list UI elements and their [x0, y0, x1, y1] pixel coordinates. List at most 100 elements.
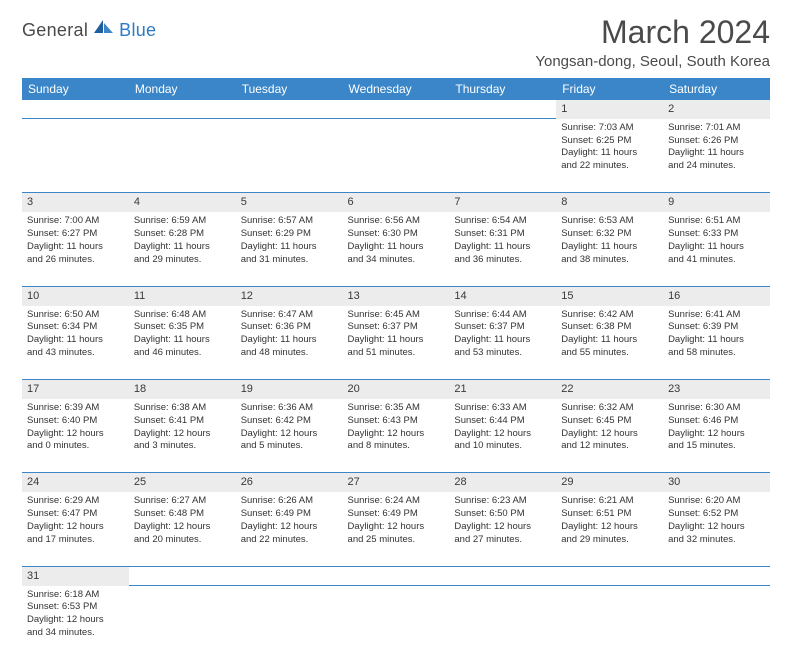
daylight-text: and 32 minutes. — [668, 534, 765, 547]
day-cell: Sunrise: 6:38 AMSunset: 6:41 PMDaylight:… — [129, 399, 236, 473]
day-number-cell: 20 — [343, 380, 450, 399]
day-number-cell: 22 — [556, 380, 663, 399]
page-header: General Blue March 2024 Yongsan-dong, Se… — [22, 14, 770, 70]
day-cell: Sunrise: 6:59 AMSunset: 6:28 PMDaylight:… — [129, 212, 236, 286]
sunrise-text: Sunrise: 6:36 AM — [241, 402, 338, 415]
sunset-text: Sunset: 6:40 PM — [27, 415, 124, 428]
sunset-text: Sunset: 6:46 PM — [668, 415, 765, 428]
daylight-text: Daylight: 12 hours — [27, 428, 124, 441]
title-block: March 2024 Yongsan-dong, Seoul, South Ko… — [535, 14, 770, 70]
sunrise-text: Sunrise: 6:21 AM — [561, 495, 658, 508]
daynum-row: 31 — [22, 566, 770, 585]
daylight-text: Daylight: 11 hours — [241, 334, 338, 347]
sunset-text: Sunset: 6:34 PM — [27, 321, 124, 334]
day-number-cell: 11 — [129, 286, 236, 305]
day-number-cell: 1 — [556, 100, 663, 119]
daylight-text: and 55 minutes. — [561, 347, 658, 360]
sunset-text: Sunset: 6:52 PM — [668, 508, 765, 521]
daylight-text: Daylight: 12 hours — [454, 428, 551, 441]
sunrise-text: Sunrise: 6:50 AM — [27, 309, 124, 322]
day-number-cell: 21 — [449, 380, 556, 399]
day-cell: Sunrise: 6:41 AMSunset: 6:39 PMDaylight:… — [663, 306, 770, 380]
day-number-cell — [556, 566, 663, 585]
daynum-row: 17181920212223 — [22, 380, 770, 399]
day-number-cell: 31 — [22, 566, 129, 585]
day-cell — [449, 119, 556, 193]
day-number-cell — [449, 100, 556, 119]
daylight-text: and 0 minutes. — [27, 440, 124, 453]
day-number-cell: 2 — [663, 100, 770, 119]
week-row: Sunrise: 6:39 AMSunset: 6:40 PMDaylight:… — [22, 399, 770, 473]
sunset-text: Sunset: 6:30 PM — [348, 228, 445, 241]
sunrise-text: Sunrise: 6:32 AM — [561, 402, 658, 415]
weekday-header: Sunday — [22, 78, 129, 100]
sunset-text: Sunset: 6:48 PM — [134, 508, 231, 521]
sunrise-text: Sunrise: 6:20 AM — [668, 495, 765, 508]
daylight-text: Daylight: 11 hours — [668, 241, 765, 254]
day-cell: Sunrise: 6:30 AMSunset: 6:46 PMDaylight:… — [663, 399, 770, 473]
sunset-text: Sunset: 6:41 PM — [134, 415, 231, 428]
day-cell: Sunrise: 6:53 AMSunset: 6:32 PMDaylight:… — [556, 212, 663, 286]
sunrise-text: Sunrise: 6:48 AM — [134, 309, 231, 322]
sunrise-text: Sunrise: 6:30 AM — [668, 402, 765, 415]
day-number-cell: 10 — [22, 286, 129, 305]
weekday-header: Saturday — [663, 78, 770, 100]
day-cell: Sunrise: 6:26 AMSunset: 6:49 PMDaylight:… — [236, 492, 343, 566]
daylight-text: Daylight: 11 hours — [561, 147, 658, 160]
sunrise-text: Sunrise: 6:41 AM — [668, 309, 765, 322]
sunrise-text: Sunrise: 6:59 AM — [134, 215, 231, 228]
day-cell: Sunrise: 7:01 AMSunset: 6:26 PMDaylight:… — [663, 119, 770, 193]
day-cell: Sunrise: 6:29 AMSunset: 6:47 PMDaylight:… — [22, 492, 129, 566]
day-number-cell — [22, 100, 129, 119]
sunset-text: Sunset: 6:29 PM — [241, 228, 338, 241]
daylight-text: Daylight: 12 hours — [454, 521, 551, 534]
day-cell: Sunrise: 6:32 AMSunset: 6:45 PMDaylight:… — [556, 399, 663, 473]
day-cell — [236, 586, 343, 660]
day-number-cell: 25 — [129, 473, 236, 492]
daylight-text: and 46 minutes. — [134, 347, 231, 360]
daylight-text: Daylight: 12 hours — [134, 428, 231, 441]
day-cell: Sunrise: 6:47 AMSunset: 6:36 PMDaylight:… — [236, 306, 343, 380]
day-cell: Sunrise: 6:51 AMSunset: 6:33 PMDaylight:… — [663, 212, 770, 286]
daylight-text: and 15 minutes. — [668, 440, 765, 453]
daylight-text: and 53 minutes. — [454, 347, 551, 360]
daylight-text: Daylight: 11 hours — [348, 334, 445, 347]
day-cell: Sunrise: 6:20 AMSunset: 6:52 PMDaylight:… — [663, 492, 770, 566]
day-cell: Sunrise: 6:48 AMSunset: 6:35 PMDaylight:… — [129, 306, 236, 380]
day-cell: Sunrise: 6:36 AMSunset: 6:42 PMDaylight:… — [236, 399, 343, 473]
daylight-text: and 41 minutes. — [668, 254, 765, 267]
day-cell: Sunrise: 6:33 AMSunset: 6:44 PMDaylight:… — [449, 399, 556, 473]
day-cell: Sunrise: 6:39 AMSunset: 6:40 PMDaylight:… — [22, 399, 129, 473]
daynum-row: 10111213141516 — [22, 286, 770, 305]
day-number-cell — [343, 100, 450, 119]
day-number-cell: 28 — [449, 473, 556, 492]
day-number-cell: 27 — [343, 473, 450, 492]
daylight-text: and 26 minutes. — [27, 254, 124, 267]
week-row: Sunrise: 6:18 AMSunset: 6:53 PMDaylight:… — [22, 586, 770, 660]
daylight-text: and 22 minutes. — [561, 160, 658, 173]
sail-icon — [94, 20, 114, 41]
daylight-text: Daylight: 12 hours — [561, 521, 658, 534]
sunset-text: Sunset: 6:51 PM — [561, 508, 658, 521]
day-number-cell: 14 — [449, 286, 556, 305]
sunrise-text: Sunrise: 6:29 AM — [27, 495, 124, 508]
sunset-text: Sunset: 6:25 PM — [561, 135, 658, 148]
sunrise-text: Sunrise: 6:33 AM — [454, 402, 551, 415]
sunrise-text: Sunrise: 6:45 AM — [348, 309, 445, 322]
daylight-text: and 29 minutes. — [134, 254, 231, 267]
day-number-cell — [663, 566, 770, 585]
weekday-header: Friday — [556, 78, 663, 100]
sunrise-text: Sunrise: 6:39 AM — [27, 402, 124, 415]
sunrise-text: Sunrise: 6:18 AM — [27, 589, 124, 602]
weekday-header: Thursday — [449, 78, 556, 100]
daylight-text: Daylight: 11 hours — [134, 334, 231, 347]
day-cell — [663, 586, 770, 660]
sunrise-text: Sunrise: 7:03 AM — [561, 122, 658, 135]
daylight-text: Daylight: 11 hours — [134, 241, 231, 254]
day-cell: Sunrise: 6:50 AMSunset: 6:34 PMDaylight:… — [22, 306, 129, 380]
day-cell — [129, 586, 236, 660]
day-cell: Sunrise: 6:56 AMSunset: 6:30 PMDaylight:… — [343, 212, 450, 286]
month-title: March 2024 — [535, 14, 770, 51]
day-number-cell: 5 — [236, 193, 343, 212]
daylight-text: and 43 minutes. — [27, 347, 124, 360]
